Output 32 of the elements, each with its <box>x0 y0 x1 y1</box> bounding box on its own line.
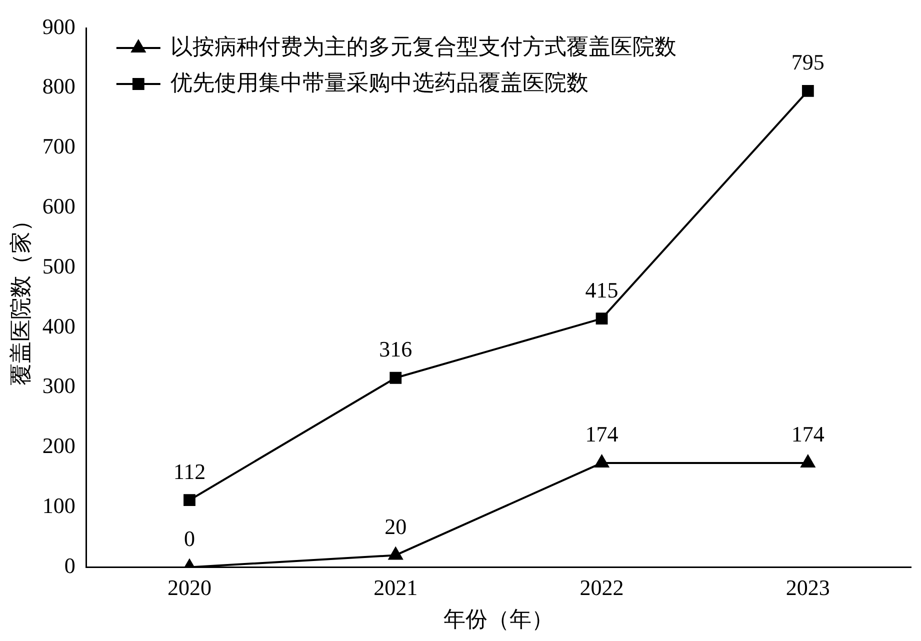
point <box>800 454 815 468</box>
y-axis-title: 覆盖医院数（家） <box>8 210 33 386</box>
data-label: 316 <box>379 336 412 362</box>
point <box>802 84 814 97</box>
y-tick-label: 700 <box>42 134 76 159</box>
y-tick-label: 900 <box>42 14 76 39</box>
x-tick-label: 2022 <box>580 575 624 600</box>
data-label: 415 <box>585 277 618 302</box>
point <box>594 454 609 468</box>
y-tick-label: 300 <box>42 373 76 398</box>
legend-label: 优先使用集中带量采购中选药品覆盖医院数 <box>170 70 588 95</box>
y-tick-label: 200 <box>42 433 76 458</box>
y-tick-label: 100 <box>42 493 76 518</box>
data-label: 20 <box>384 514 407 539</box>
point <box>388 547 403 560</box>
legend-label: 以按病种付费为主的多元复合型支付方式覆盖医院数 <box>170 34 676 59</box>
y-tick-label: 800 <box>42 74 76 99</box>
data-label: 112 <box>173 458 206 484</box>
x-tick-label: 2021 <box>374 575 418 600</box>
y-tick-label: 400 <box>42 313 76 338</box>
data-label: 174 <box>791 422 824 447</box>
y-tick-label: 500 <box>42 253 76 278</box>
data-label: 174 <box>585 422 618 447</box>
data-label: 795 <box>791 50 824 75</box>
y-tick-label: 0 <box>64 552 76 578</box>
y-tick-label: 600 <box>42 194 76 219</box>
point <box>596 312 608 325</box>
data-label: 0 <box>184 526 195 551</box>
point <box>390 372 402 384</box>
x-tick-label: 2020 <box>167 575 212 600</box>
x-tick-label: 2023 <box>786 575 830 600</box>
x-axis-title: 年份（年） <box>444 606 554 632</box>
